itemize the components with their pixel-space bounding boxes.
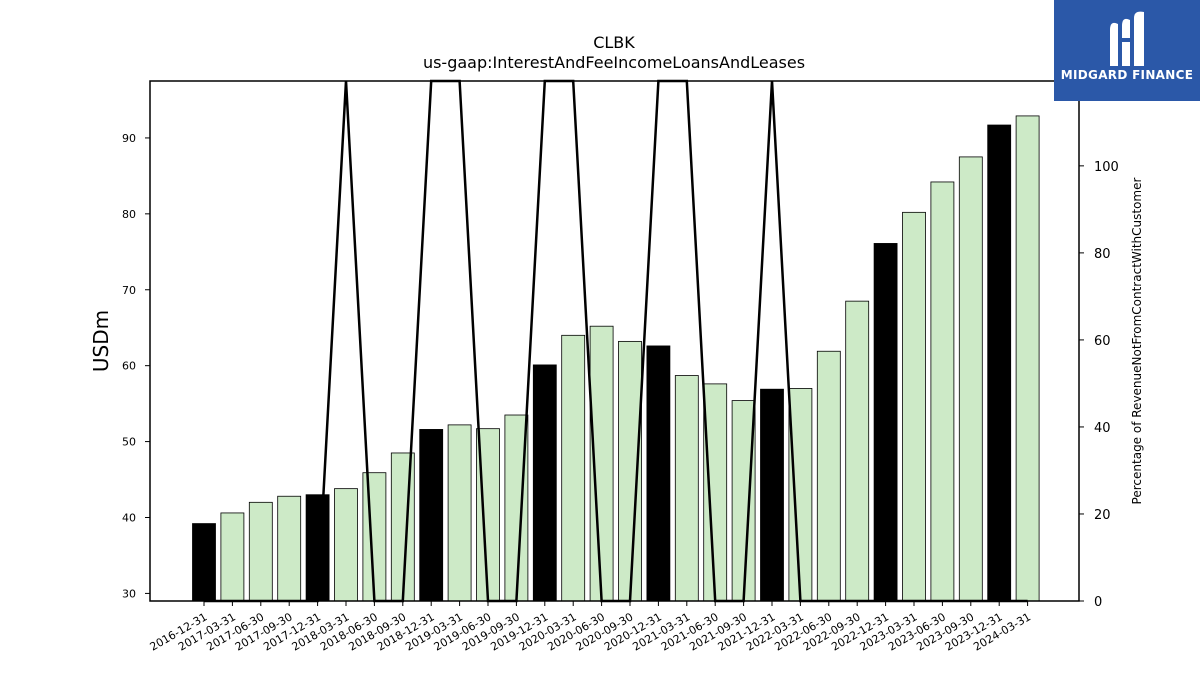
bar-2022-12-31 xyxy=(873,243,898,602)
bar-2020-12-31 xyxy=(646,345,671,602)
bar-2023-09-30 xyxy=(958,156,983,602)
y-axis-label-right: Percentage of RevenueNotFromContractWith… xyxy=(1130,178,1144,505)
brand-name: MIDGARD FINANCE xyxy=(1060,68,1194,82)
y-tick-label: 80 xyxy=(122,208,136,221)
bar-2022-03-31 xyxy=(788,388,813,602)
bar-2016-12-31 xyxy=(192,523,216,602)
midgard-logo-icon xyxy=(1110,11,1144,67)
y-tick-label: 40 xyxy=(122,511,136,524)
bar-2017-06-30 xyxy=(248,501,273,602)
bar-2017-03-31 xyxy=(220,512,245,602)
bar-2023-06-30 xyxy=(930,181,955,602)
y-right-tick-label: 40 xyxy=(1094,421,1111,436)
y-tick-label: 90 xyxy=(122,132,136,145)
bar-2019-12-31 xyxy=(532,364,557,602)
y-axis-right: 0 20 40 60 80 100 xyxy=(1079,160,1119,610)
bar-2024-03-31 xyxy=(1015,115,1040,602)
plot-frame xyxy=(149,80,1080,602)
y-tick-label: 30 xyxy=(122,587,136,600)
y-right-tick-label: 20 xyxy=(1094,508,1111,523)
bar-2021-09-30 xyxy=(731,400,756,602)
bar-2021-03-31 xyxy=(674,375,699,602)
bar-2023-12-31 xyxy=(987,124,1012,602)
y-axis-left: 30 40 50 60 70 80 90 xyxy=(122,132,150,600)
y-tick-label: 60 xyxy=(122,360,136,373)
bar-2023-03-31 xyxy=(902,211,926,602)
y-tick-label: 50 xyxy=(122,436,136,449)
x-axis: 2016-12-312017-03-312017-06-302017-09-30… xyxy=(148,601,1033,654)
brand-logo: MIDGARD FINANCE xyxy=(1054,0,1200,101)
chart-title: CLBK xyxy=(593,33,635,52)
y-tick-label: 70 xyxy=(122,284,136,297)
y-right-tick-label: 100 xyxy=(1094,160,1119,175)
bars-group xyxy=(192,115,1040,602)
bar-2019-03-31 xyxy=(447,424,472,602)
bar-2017-09-30 xyxy=(277,495,302,602)
bar-2022-09-30 xyxy=(845,300,870,602)
bar-2020-03-31 xyxy=(561,334,586,602)
y-right-tick-label: 80 xyxy=(1094,247,1111,262)
bar-2018-12-31 xyxy=(419,429,444,602)
y-axis-label: USDm xyxy=(89,310,113,372)
bar-2021-12-31 xyxy=(760,388,784,602)
chart-subtitle: us-gaap:InterestAndFeeIncomeLoansAndLeas… xyxy=(423,53,805,72)
bar-2022-06-30 xyxy=(816,350,841,602)
bar-2018-03-31 xyxy=(334,488,358,602)
y-right-tick-label: 0 xyxy=(1094,595,1102,610)
y-right-tick-label: 60 xyxy=(1094,334,1111,349)
bar-2021-06-30 xyxy=(703,383,728,602)
